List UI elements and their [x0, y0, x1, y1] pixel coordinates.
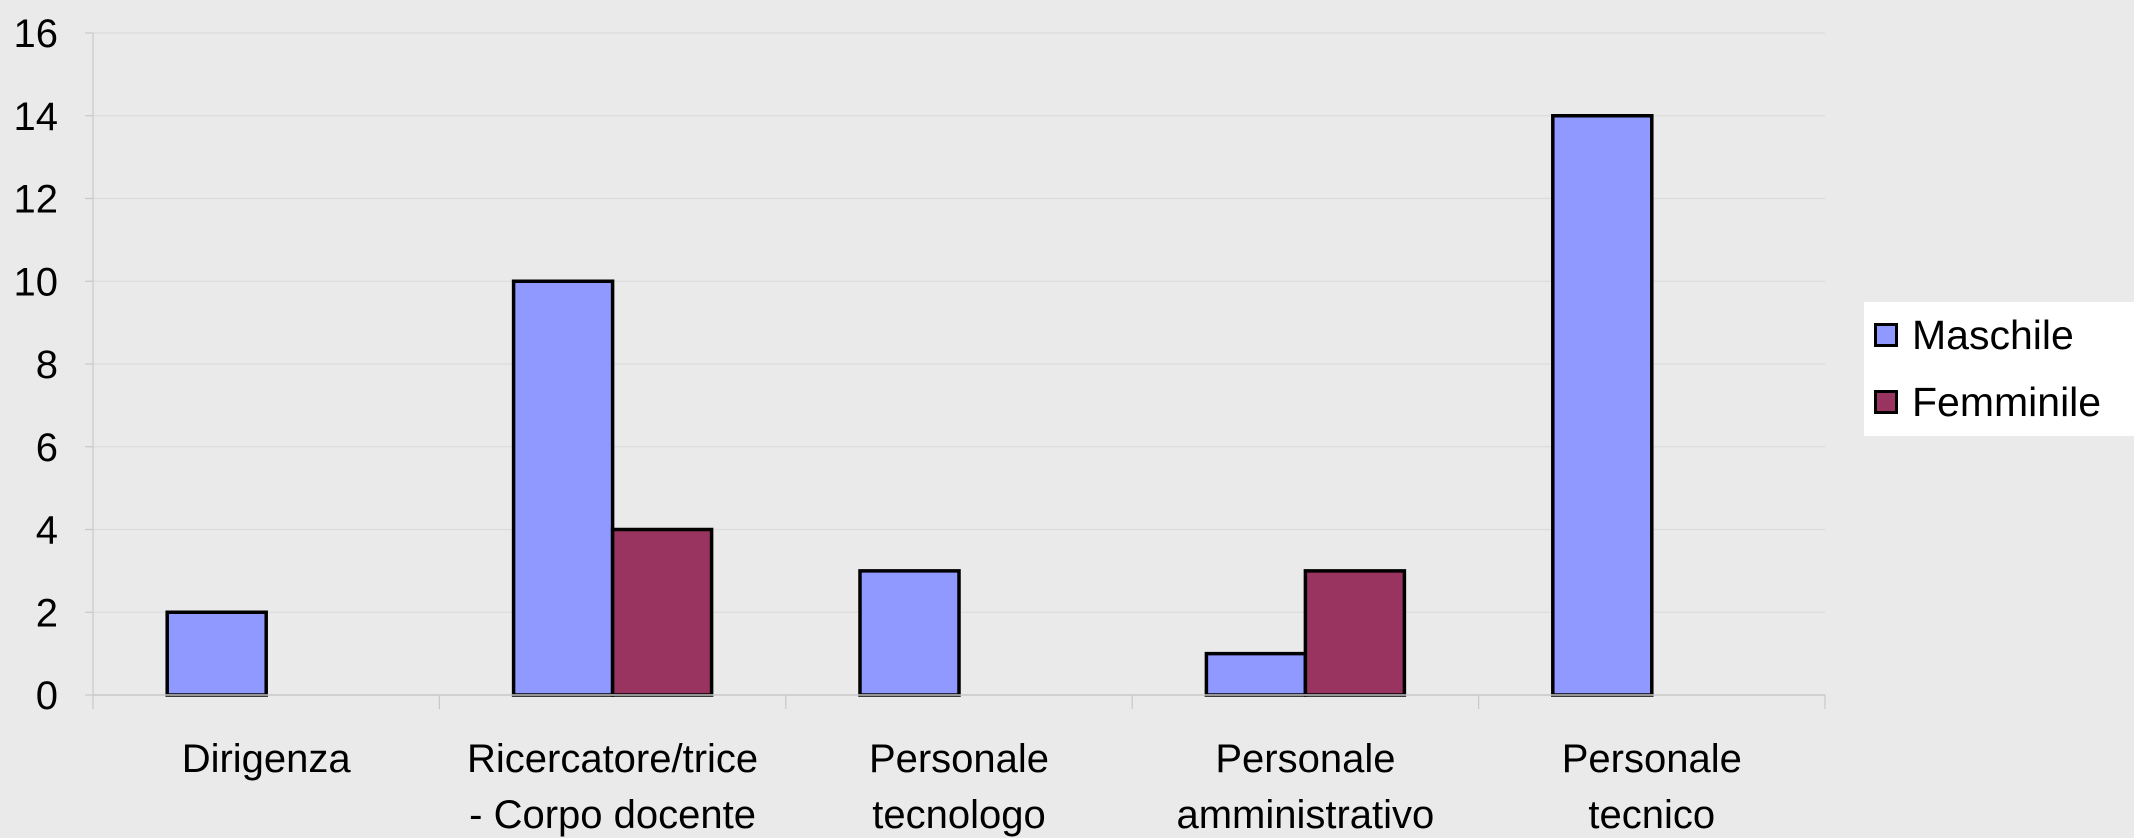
y-tick-label: 16: [14, 12, 59, 56]
legend-swatch-maschile: [1874, 323, 1898, 347]
x-tick-label: Ricercatore/trice - Corpo docente: [467, 737, 758, 837]
bars: [165, 114, 1654, 697]
bar-maschile-0: [165, 610, 268, 697]
x-axis-labels: Dirigenza Ricercatore/trice - Corpo docent…: [182, 737, 1742, 837]
y-axis-ticks: 0 2 4 6 8 10 12 14 16: [14, 12, 93, 718]
x-axis: [92, 33, 1826, 709]
legend: Maschile Femminile: [1864, 302, 2134, 436]
y-tick-label: 10: [14, 260, 59, 304]
gridlines: [93, 32, 1825, 696]
x-tick-label: Personale tecnico: [1562, 737, 1742, 837]
bar-femminile-3: [1303, 569, 1407, 697]
y-tick-label: 0: [36, 674, 58, 718]
bar-maschile-1: [511, 279, 615, 697]
x-tick-label: Personale amministrativo: [1176, 737, 1434, 837]
legend-item-maschile: Maschile: [1874, 312, 2074, 358]
y-tick-label: 12: [14, 178, 59, 222]
y-tick-label: 8: [36, 343, 58, 387]
x-tick-label: Dirigenza: [182, 737, 352, 781]
bar-maschile-4: [1551, 114, 1654, 697]
legend-label-femminile: Femminile: [1912, 378, 2102, 425]
x-tick-label: Personale tecnologo: [869, 737, 1049, 837]
legend-item-femminile: Femminile: [1874, 379, 2101, 425]
y-tick-label: 14: [14, 95, 59, 139]
bar-femminile-1: [610, 527, 714, 697]
bar-maschile-2: [858, 569, 961, 697]
y-tick-label: 6: [36, 426, 58, 470]
y-tick-label: 2: [36, 591, 58, 635]
legend-label-maschile: Maschile: [1912, 311, 2074, 358]
bar-maschile-3: [1204, 651, 1308, 697]
y-tick-label: 4: [36, 509, 58, 553]
legend-swatch-femminile: [1874, 390, 1898, 414]
